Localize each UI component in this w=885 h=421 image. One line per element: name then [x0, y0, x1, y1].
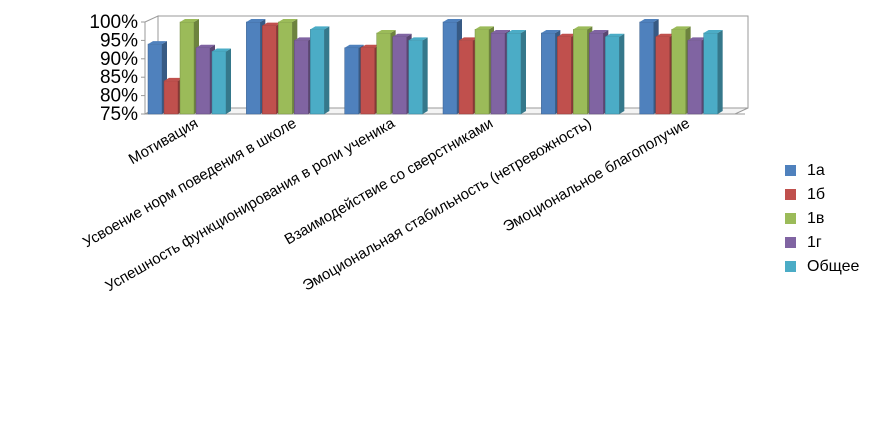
bar-front — [605, 36, 620, 115]
bar-top — [294, 37, 314, 41]
bar-front — [474, 29, 490, 115]
bar-top — [376, 30, 396, 34]
bar-top — [507, 30, 526, 34]
legend-swatch — [785, 189, 796, 200]
bar-top — [687, 37, 707, 41]
bar-top — [408, 37, 428, 41]
bar-top — [573, 26, 593, 30]
bar-top — [605, 33, 625, 37]
bar-side — [226, 48, 231, 114]
legend-swatch — [785, 165, 796, 176]
legend-swatch — [785, 213, 796, 224]
bar-front — [262, 25, 277, 115]
legend-label: 1а — [807, 162, 825, 179]
bar-front — [490, 32, 506, 115]
bar-top — [148, 41, 167, 45]
bar-front — [639, 21, 654, 115]
bar-side — [521, 30, 526, 114]
bar-top — [262, 22, 282, 26]
bar-front — [211, 51, 227, 115]
y-tick-label: 100% — [89, 12, 138, 33]
bar-top — [655, 33, 675, 37]
bar-front — [541, 32, 556, 115]
bar-top — [475, 26, 494, 30]
bar-top — [703, 30, 723, 34]
bar-top — [589, 30, 609, 34]
bar-5-Общее — [605, 33, 625, 115]
legend-label: 1в — [807, 210, 824, 227]
legend-label: Общее — [807, 258, 859, 275]
bar-top — [344, 44, 364, 48]
bar-front — [506, 32, 522, 115]
legend: 1а 1б 1в 1г Общее — [785, 162, 859, 275]
bar-front — [687, 40, 702, 115]
bar-front — [408, 40, 423, 115]
bar-top — [459, 37, 478, 41]
bar-side — [619, 33, 625, 114]
bar-top — [196, 44, 215, 48]
y-tick-label: 75% — [100, 104, 138, 125]
bar-top — [541, 30, 561, 34]
bar-top — [491, 30, 510, 34]
legend-swatch — [785, 261, 796, 272]
bar-front — [458, 40, 474, 115]
legend-swatch — [785, 237, 796, 248]
bar-front — [195, 47, 211, 115]
legend-label: 1г — [807, 234, 822, 251]
bar-side — [717, 30, 723, 114]
bar-top — [246, 19, 266, 22]
bar-6-Общее — [703, 30, 723, 115]
bar-front — [147, 43, 163, 115]
bar-front — [557, 36, 572, 115]
bar-top — [557, 33, 577, 37]
y-axis-ticks: 75%80%85%90%95%100% — [89, 12, 145, 125]
y-tick-label: 95% — [100, 30, 138, 51]
bar-top — [360, 44, 380, 48]
bar-front — [442, 21, 458, 115]
bar-top — [164, 77, 183, 81]
bar-front — [163, 80, 179, 115]
bars-group — [147, 19, 723, 115]
bar-2-Общее — [310, 26, 330, 115]
bar-front — [376, 32, 391, 115]
bar-front — [344, 47, 359, 115]
bar-1-Общее — [211, 48, 231, 115]
bar-front — [703, 32, 718, 115]
legend-label: 1б — [807, 186, 825, 203]
bar-top — [392, 33, 412, 37]
y-tick-label: 85% — [100, 67, 138, 88]
bar-top — [310, 26, 330, 30]
x-category-label: Эмоциональное благополучие — [500, 115, 692, 236]
bar-side — [324, 26, 330, 114]
bar-top — [639, 19, 659, 22]
bar-front — [360, 47, 375, 115]
bar-top — [278, 19, 298, 22]
bar-front — [589, 32, 604, 115]
bar-side — [422, 37, 428, 114]
bar-front — [246, 21, 261, 115]
y-tick-label: 90% — [100, 49, 138, 70]
bar-front — [671, 29, 686, 115]
bar-3-Общее — [408, 37, 428, 115]
bar-front — [294, 40, 309, 115]
bar-top — [180, 19, 199, 22]
bar-top — [671, 26, 691, 30]
bar-4-Общее — [506, 30, 526, 115]
bar-front — [392, 36, 407, 115]
bar-front — [655, 36, 670, 115]
bar-front — [179, 21, 195, 115]
bar-front — [573, 29, 588, 115]
bar-top — [212, 48, 231, 52]
bar-top — [443, 19, 462, 22]
bar-front — [278, 21, 293, 115]
bar-front — [310, 29, 325, 115]
y-tick-label: 80% — [100, 86, 138, 107]
